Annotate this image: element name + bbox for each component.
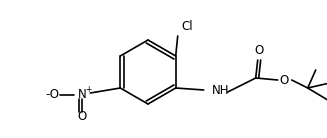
Text: N: N — [78, 88, 87, 102]
Text: O: O — [279, 74, 288, 87]
Text: O: O — [254, 44, 263, 58]
Text: NH: NH — [212, 84, 229, 98]
Text: +: + — [85, 86, 92, 95]
Text: -O: -O — [45, 88, 59, 102]
Text: Cl: Cl — [182, 21, 193, 34]
Text: O: O — [77, 111, 87, 124]
